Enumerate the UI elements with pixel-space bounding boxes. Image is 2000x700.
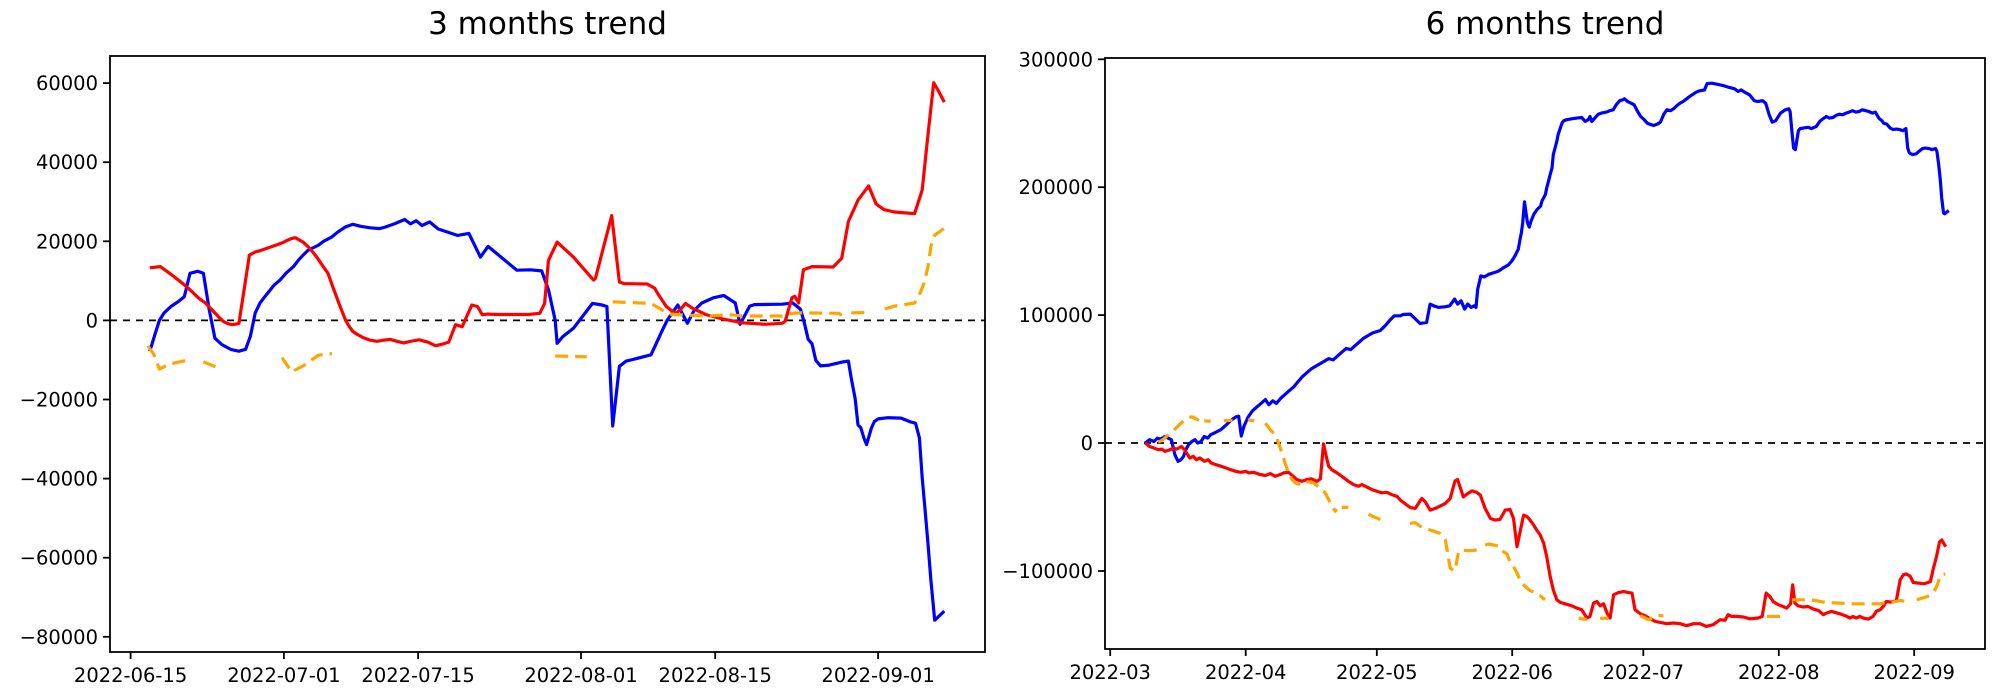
- series-orange-line: [1157, 415, 1200, 444]
- y-tick-label: 200000: [1019, 176, 1093, 199]
- series-orange-line: [1639, 614, 1664, 622]
- x-tick-label: 2022-09-01: [821, 664, 934, 687]
- series-orange-line: [1578, 616, 1588, 622]
- x-tick-label: 2022-07-15: [361, 664, 474, 687]
- x-tick-label: 2022-08-15: [659, 664, 772, 687]
- y-tick-label: −100000: [1002, 560, 1093, 583]
- plot-border: [109, 55, 986, 653]
- x-tick-label: 2022-08: [1738, 661, 1819, 684]
- series-orange-line: [1247, 418, 1255, 423]
- x-tick-label: 2022-09: [1873, 661, 1954, 684]
- x-tick-label: 2022-07: [1603, 661, 1684, 684]
- series-blue-line: [148, 217, 946, 622]
- y-tick-label: −20000: [20, 389, 98, 412]
- chart-title-6-months: 6 months trend: [1425, 6, 1665, 42]
- series-orange-line: [1916, 572, 1946, 602]
- chart-title-3-months: 3 months trend: [428, 6, 667, 42]
- series-red-line: [149, 81, 946, 348]
- series-blue-line: [1144, 81, 1950, 463]
- y-tick-label: 0: [86, 309, 98, 332]
- x-tick-label: 2022-07-01: [227, 664, 340, 687]
- series-orange-line: [1409, 521, 1481, 573]
- x-tick-label: 2022-04: [1205, 661, 1286, 684]
- series-orange-line: [555, 354, 587, 359]
- x-tick-label: 2022-08-01: [524, 664, 637, 687]
- x-tick-label: 2022-06-15: [74, 664, 187, 687]
- y-tick-label: 300000: [1019, 48, 1093, 71]
- y-tick-label: 0: [1081, 432, 1093, 455]
- series-orange-line: [1264, 422, 1339, 513]
- series-orange-line: [202, 360, 218, 369]
- y-tick-label: −60000: [20, 547, 98, 570]
- series-red-line: [1144, 441, 1948, 629]
- plot-border: [1104, 57, 1986, 650]
- y-tick-label: −40000: [20, 468, 98, 491]
- y-tick-label: 60000: [36, 72, 98, 95]
- y-tick-label: 100000: [1019, 304, 1093, 327]
- y-tick-label: −80000: [20, 626, 98, 649]
- series-orange-line: [146, 345, 190, 371]
- y-tick-label: 40000: [36, 151, 98, 174]
- x-tick-label: 2022-03: [1069, 661, 1150, 684]
- y-tick-label: 20000: [36, 230, 98, 253]
- series-orange-line: [280, 352, 333, 374]
- series-orange-line: [612, 300, 843, 318]
- series-orange-line: [1484, 542, 1547, 602]
- x-tick-label: 2022-06: [1471, 661, 1552, 684]
- series-orange-line: [1791, 598, 1908, 606]
- series-orange-line: [1367, 512, 1385, 523]
- series-orange-line: [884, 226, 946, 311]
- x-tick-label: 2022-05: [1336, 661, 1417, 684]
